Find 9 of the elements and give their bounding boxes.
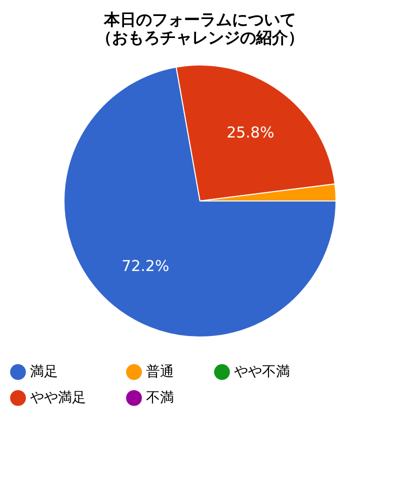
pie-slice bbox=[64, 66, 336, 338]
legend-label: やや満足 bbox=[30, 390, 86, 406]
chart-title: 本日のフォーラムについて（おもろチャレンジの紹介） bbox=[96, 10, 304, 47]
legend-label: やや不満 bbox=[234, 364, 290, 380]
data-label: 72.2% bbox=[122, 257, 170, 276]
legend-label: 不満 bbox=[146, 390, 174, 406]
legend-label: 満足 bbox=[30, 364, 58, 380]
legend-label: 普通 bbox=[146, 363, 174, 380]
data-label: 25.8% bbox=[226, 124, 274, 142]
